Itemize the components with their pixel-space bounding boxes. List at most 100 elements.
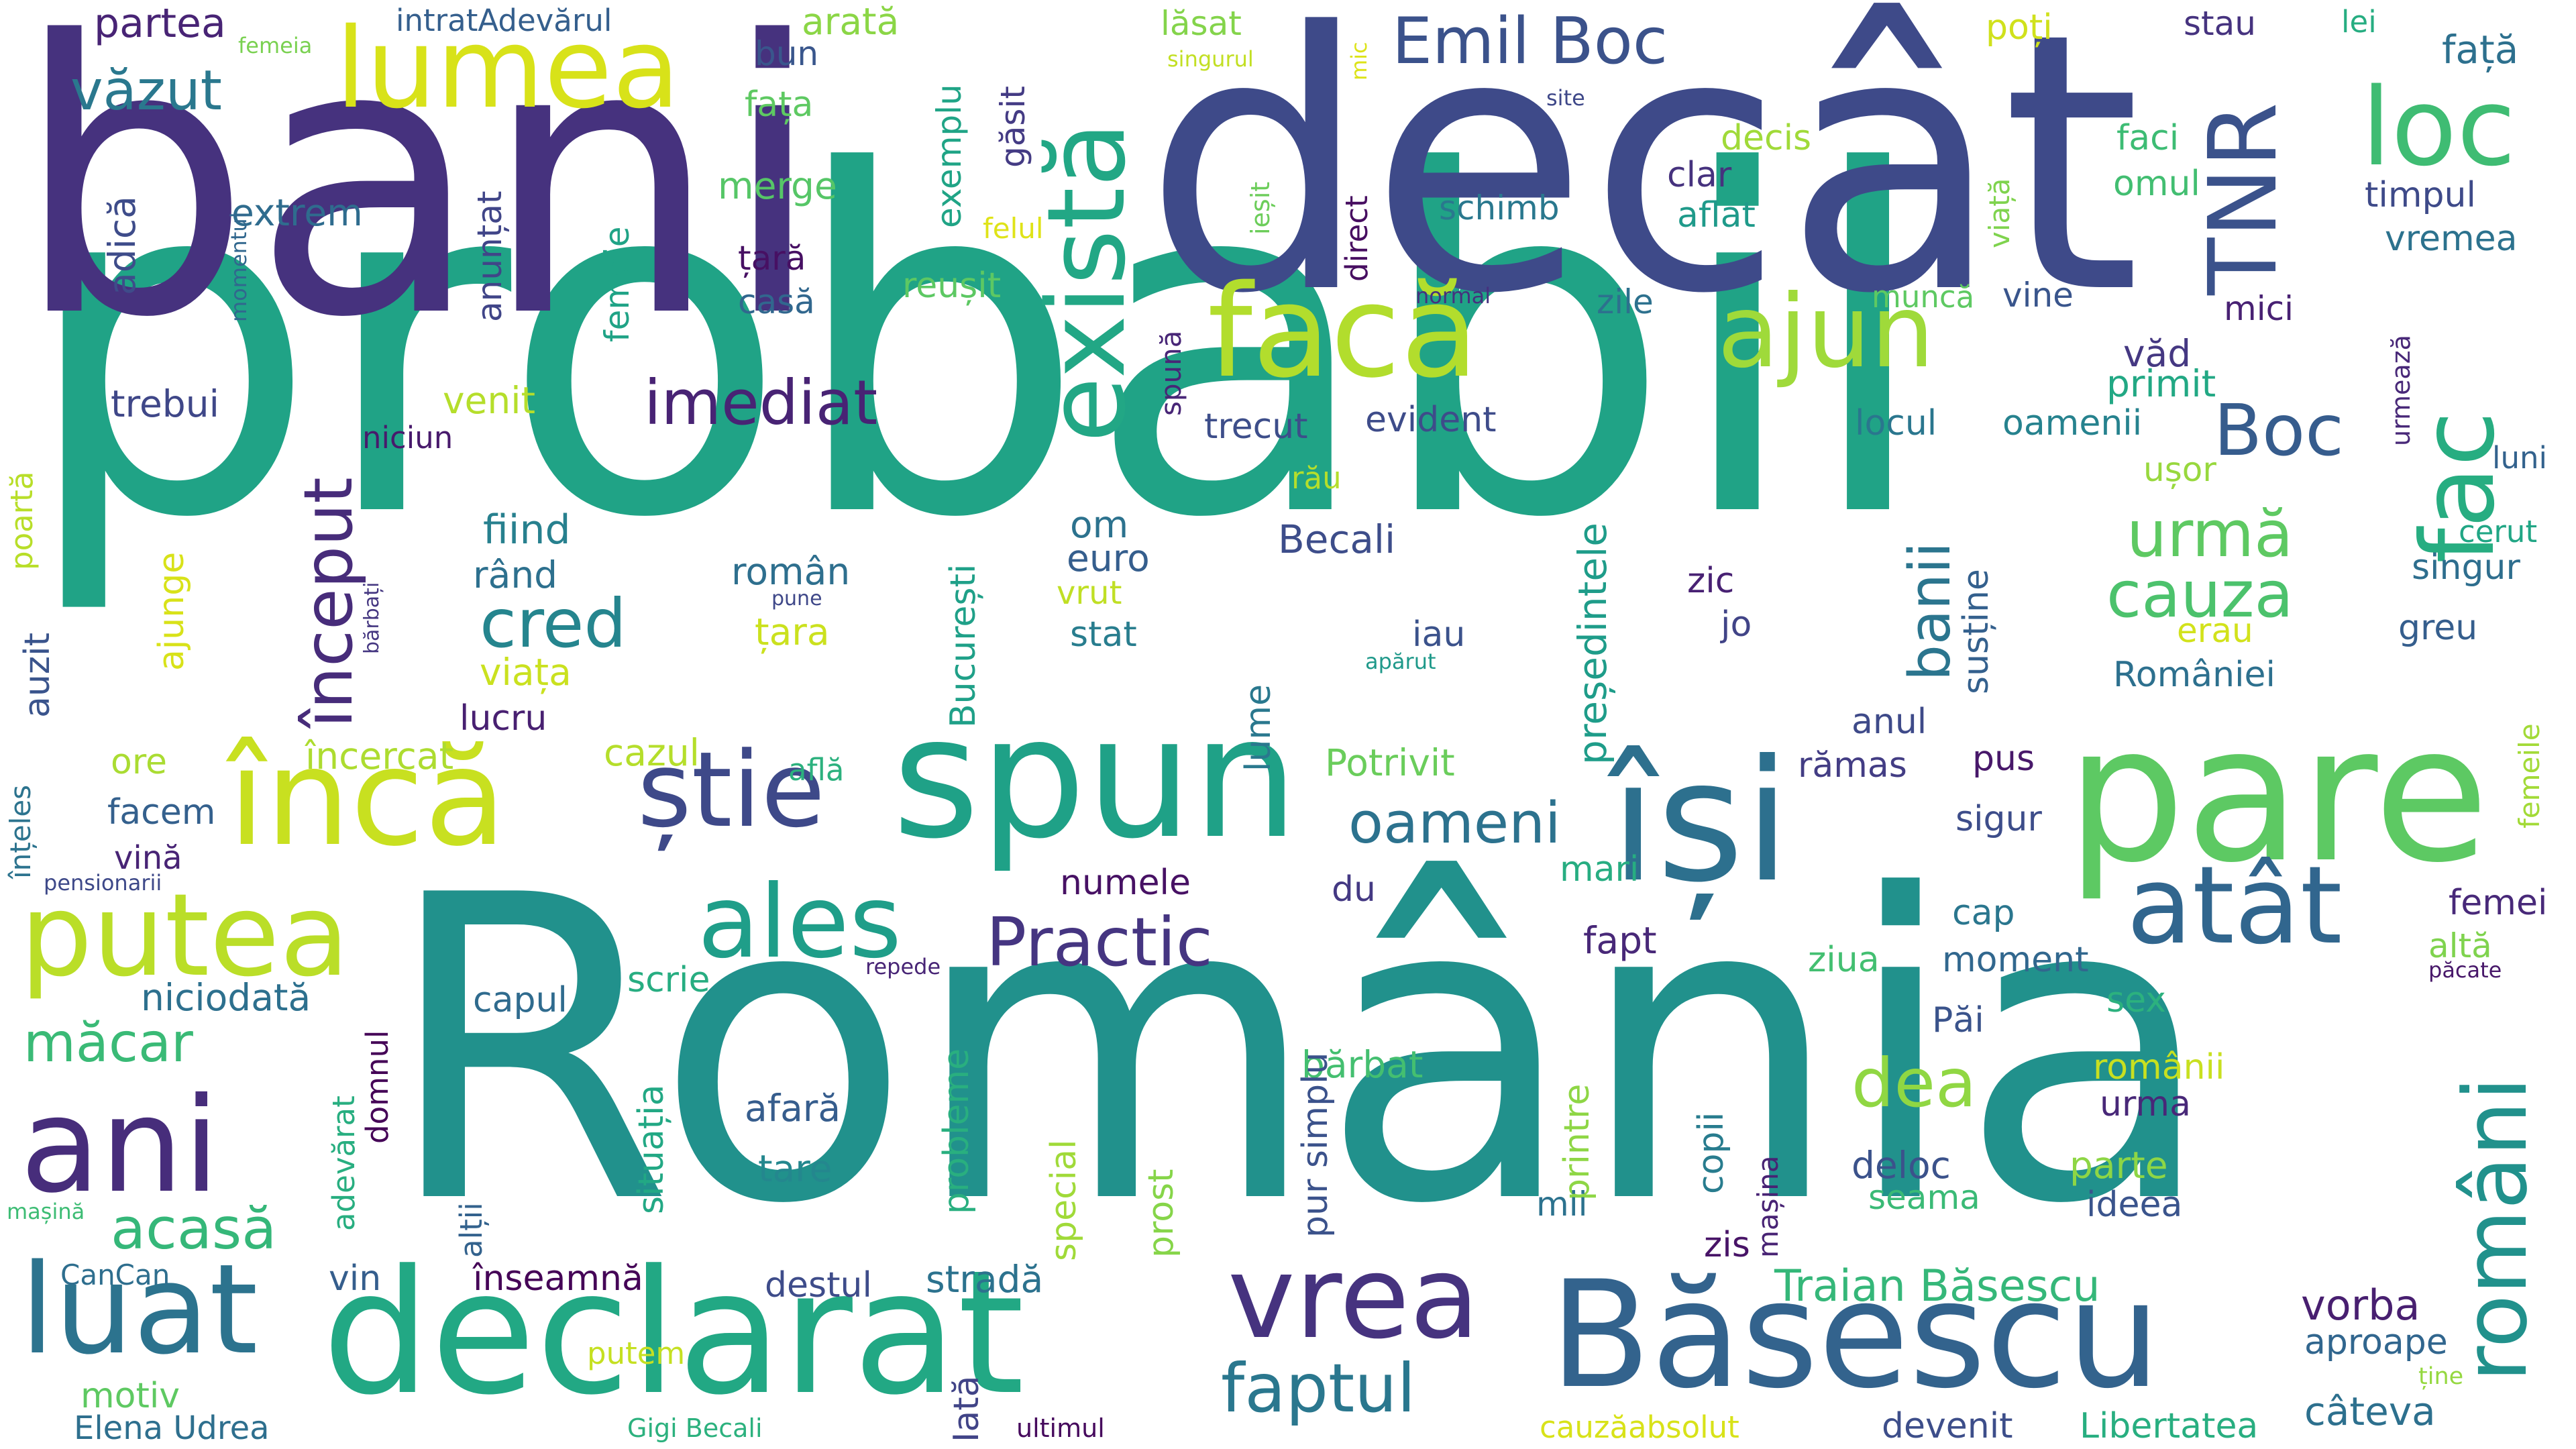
- word-gigi-becali: Gigi Becali: [627, 1413, 763, 1443]
- word-tnr: TNR: [2189, 102, 2298, 295]
- word-romanii: românii: [2093, 1047, 2225, 1087]
- word-iesit: ieșit: [1246, 181, 1275, 235]
- word-niciun: niciun: [362, 420, 453, 455]
- word-scrie: scrie: [627, 960, 710, 1000]
- word-inteles: înțeles: [4, 785, 37, 879]
- word-pus: pus: [1972, 739, 2035, 779]
- word-becali: Becali: [1278, 517, 1396, 562]
- word-iata: Iată: [947, 1375, 987, 1442]
- word-masina2: mașina: [1752, 1155, 1784, 1258]
- word-aproape: aproape: [2304, 1322, 2448, 1362]
- word-erau: erau: [2177, 611, 2253, 650]
- word-mari: mari: [1560, 849, 1640, 890]
- word-jo: jo: [1721, 604, 1752, 645]
- word-strada: stradă: [926, 1258, 1044, 1301]
- word-capul: capul: [473, 980, 568, 1020]
- word-venit: venit: [443, 379, 536, 422]
- word-poti: poți: [1986, 7, 2053, 48]
- word-decis: decis: [1721, 118, 1812, 158]
- word-declarat: declarat: [322, 1234, 1025, 1433]
- word-devenit: devenit: [1882, 1406, 2013, 1446]
- word-viata: viață: [1983, 178, 2016, 248]
- word-prost: prost: [1141, 1169, 1181, 1258]
- word-greu: greu: [2398, 608, 2478, 648]
- word-vremea: vremea: [2385, 219, 2518, 259]
- word-stie: știe: [637, 729, 825, 851]
- word-pai: Păi: [1932, 1000, 1984, 1040]
- word-decat: decât: [1144, 0, 2141, 371]
- word-felul: felul: [983, 212, 1044, 245]
- word-faci: faci: [2116, 118, 2180, 158]
- word-probleme: probleme: [936, 1048, 977, 1214]
- word-normal: normal: [1415, 283, 1491, 309]
- word-oameni: oameni: [1348, 790, 1561, 857]
- word-oamenii: oamenii: [2002, 403, 2143, 443]
- word-tara: țară: [738, 239, 806, 278]
- word-macar: măcar: [23, 1012, 193, 1074]
- word-ziua: ziua: [1808, 940, 1880, 980]
- word-imediat: imediat: [644, 367, 878, 439]
- word-vazut: văzut: [70, 59, 222, 123]
- word-bucuresti: București: [943, 564, 983, 728]
- word-singur: singur: [2412, 547, 2520, 588]
- word-vorba: vorba: [2301, 1281, 2420, 1330]
- word-casa: casă: [738, 282, 815, 321]
- word-urmeaza: urmează: [2386, 335, 2416, 446]
- word-fiind: fiind: [483, 506, 571, 553]
- word-locul: locul: [1855, 403, 1937, 443]
- word-inceput: început: [289, 477, 368, 728]
- word-evident: evident: [1365, 400, 1497, 440]
- word-extrem: extrem: [231, 191, 363, 234]
- word-trecut: trecut: [1204, 407, 1308, 447]
- word-trebui: trebui: [111, 382, 219, 425]
- word-clar: clar: [1667, 155, 1732, 195]
- word-primit: primit: [2106, 362, 2216, 405]
- word-parte: parte: [2070, 1144, 2168, 1187]
- word-facem: facem: [107, 792, 216, 833]
- word-singurul: singurul: [1167, 46, 1254, 72]
- word-lume: lume: [1238, 684, 1279, 771]
- word-rau: rău: [1291, 460, 1342, 496]
- word-roman: român: [731, 550, 851, 593]
- word-iau: iau: [1412, 614, 1466, 655]
- word-moment: moment: [1942, 940, 2089, 980]
- word-direct: direct: [1339, 195, 1375, 282]
- word-pune: pune: [771, 587, 822, 610]
- word-tare: tare: [758, 1147, 833, 1190]
- word-arata: arată: [802, 0, 900, 43]
- word-vin: vin: [329, 1258, 382, 1299]
- word-boc: Boc: [2214, 390, 2345, 472]
- word-afara: afară: [745, 1087, 841, 1130]
- word-putem: putem: [587, 1336, 686, 1371]
- word-romaniei: României: [2113, 655, 2275, 695]
- word-bani: bani: [13, 0, 825, 400]
- word-femei: femei: [2449, 883, 2548, 923]
- word-lucru: lucru: [460, 698, 547, 739]
- word-atat: atât: [2127, 843, 2343, 968]
- word-ultimul: ultimul: [1016, 1413, 1105, 1443]
- word-sigur: sigur: [1955, 799, 2042, 839]
- word-ani: ani: [20, 1069, 220, 1222]
- word-ideea: ideea: [2086, 1185, 2183, 1225]
- word-urma: urmă: [2127, 498, 2294, 572]
- word-ales: ales: [698, 864, 902, 981]
- word-motiv: motiv: [80, 1376, 180, 1416]
- word-pacate: păcate: [2428, 957, 2502, 983]
- word-probabil: probabil: [20, 74, 1933, 621]
- word-fata: fața: [745, 85, 814, 125]
- word-elena-udrea: Elena Udrea: [74, 1409, 270, 1447]
- word-sex: sex: [2106, 980, 2166, 1020]
- word-inca: încă: [228, 720, 506, 876]
- word-aparut: apărut: [1365, 649, 1436, 674]
- word-rand: rând: [473, 553, 558, 596]
- word-practic: Practic: [986, 903, 1213, 981]
- word-merge: merge: [718, 164, 837, 207]
- word-dea: dea: [1851, 1044, 1977, 1122]
- word-loc: loc: [2361, 64, 2516, 190]
- word-urma2: urma: [2100, 1084, 2191, 1124]
- word-pur-simplu: pur simplu: [1295, 1052, 1336, 1238]
- word-intratadevarul: intratAdevărul: [396, 3, 612, 38]
- word-printre: printre: [1557, 1083, 1597, 1201]
- word-presedintele: președintele: [1570, 523, 1615, 765]
